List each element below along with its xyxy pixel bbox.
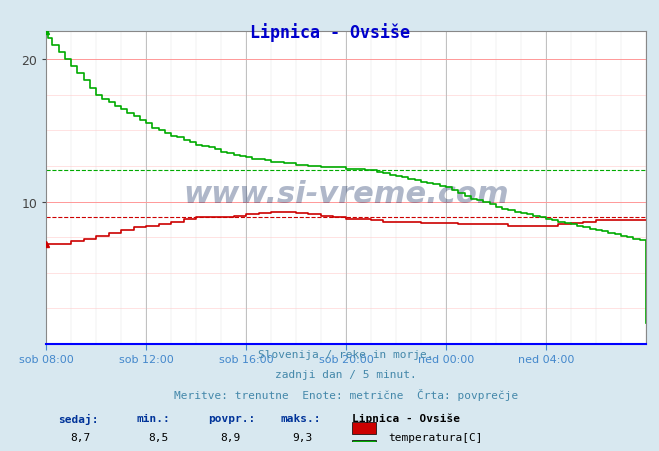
Text: temperatura[C]: temperatura[C] [388, 432, 482, 442]
Text: min.:: min.: [136, 413, 170, 423]
Text: pretok[m3/s]: pretok[m3/s] [388, 450, 469, 451]
Text: Lipnica - Ovsiše: Lipnica - Ovsiše [250, 23, 409, 41]
FancyBboxPatch shape [352, 423, 376, 434]
Text: Meritve: trenutne  Enote: metrične  Črta: povprečje: Meritve: trenutne Enote: metrične Črta: … [174, 388, 518, 400]
Text: zadnji dan / 5 minut.: zadnji dan / 5 minut. [275, 369, 417, 379]
Text: 8,5: 8,5 [148, 432, 168, 442]
Text: 7,5: 7,5 [70, 450, 90, 451]
Text: www.si-vreme.com: www.si-vreme.com [183, 179, 509, 209]
Text: 9,3: 9,3 [292, 432, 312, 442]
Text: Slovenija / reke in morje.: Slovenija / reke in morje. [258, 349, 434, 359]
Text: sedaj:: sedaj: [58, 413, 99, 423]
FancyBboxPatch shape [352, 440, 376, 451]
Text: 8,7: 8,7 [70, 432, 90, 442]
Text: povpr.:: povpr.: [208, 413, 255, 423]
Text: Lipnica - Ovsiše: Lipnica - Ovsiše [352, 413, 460, 423]
Text: 8,9: 8,9 [220, 432, 241, 442]
Text: maks.:: maks.: [280, 413, 320, 423]
Text: 7,5: 7,5 [148, 450, 168, 451]
Text: 12,2: 12,2 [220, 450, 247, 451]
Text: 20,9: 20,9 [292, 450, 319, 451]
